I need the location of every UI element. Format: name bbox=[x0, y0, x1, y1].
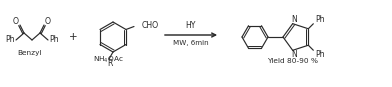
Text: Ph: Ph bbox=[49, 35, 59, 44]
Text: N: N bbox=[291, 50, 297, 59]
Text: O: O bbox=[45, 17, 51, 25]
Text: O: O bbox=[13, 17, 19, 25]
Text: CHO: CHO bbox=[142, 21, 159, 30]
Text: MW, 6min: MW, 6min bbox=[173, 40, 209, 46]
Text: Ph: Ph bbox=[316, 50, 325, 59]
Text: NH$_4$OAc: NH$_4$OAc bbox=[93, 55, 123, 65]
Text: +: + bbox=[69, 32, 77, 42]
Text: Yield 80-90 %: Yield 80-90 % bbox=[267, 58, 318, 64]
Text: HY: HY bbox=[186, 21, 196, 31]
Text: N: N bbox=[291, 15, 297, 24]
Text: R: R bbox=[107, 58, 113, 68]
Text: Benzyl: Benzyl bbox=[18, 50, 42, 56]
Text: Ph: Ph bbox=[5, 35, 15, 44]
Text: Ph: Ph bbox=[316, 15, 325, 24]
